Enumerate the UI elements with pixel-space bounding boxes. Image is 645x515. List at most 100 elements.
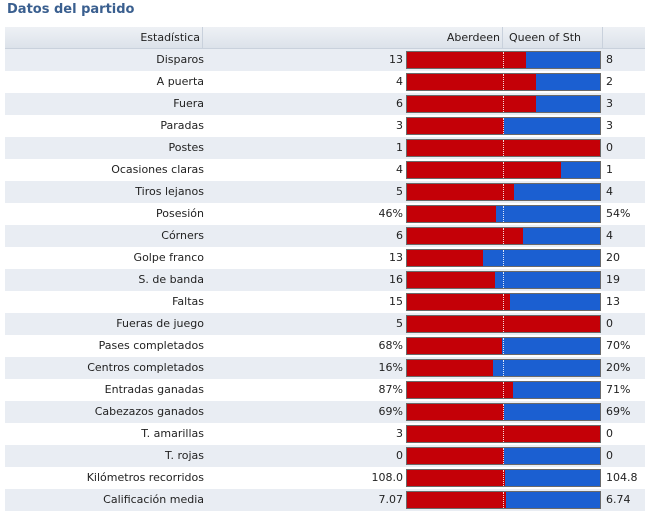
home-share-fill — [407, 184, 515, 200]
match-stats-table: Estadística Aberdeen Queen of Sth Dispar… — [5, 27, 645, 511]
stat-label: Posesión — [156, 207, 204, 220]
home-share-fill — [407, 118, 504, 134]
home-share-fill — [407, 272, 496, 288]
home-value: 4 — [396, 75, 403, 88]
comparison-bar — [406, 161, 601, 179]
away-value: 20% — [606, 361, 631, 374]
home-share-fill — [407, 448, 504, 464]
home-value: 5 — [396, 185, 403, 198]
midpoint-marker — [503, 338, 504, 354]
comparison-bar — [406, 381, 601, 399]
home-share-fill — [407, 206, 496, 222]
home-value: 7.07 — [378, 493, 404, 506]
home-value: 6 — [396, 229, 403, 242]
comparison-bar — [406, 403, 601, 421]
away-value: 0 — [606, 449, 613, 462]
table-row: T. amarillas 3 0 — [5, 423, 645, 445]
table-row: Postes 1 0 — [5, 137, 645, 159]
comparison-bar — [406, 359, 601, 377]
home-value: 3 — [396, 119, 403, 132]
midpoint-marker — [503, 382, 504, 398]
midpoint-marker — [503, 492, 504, 508]
table-row: A puerta 4 2 — [5, 71, 645, 93]
home-value: 46% — [378, 207, 403, 220]
away-value: 104.8 — [606, 471, 638, 484]
stat-label: T. amarillas — [141, 427, 204, 440]
table-row: Pases completados 68% 70% — [5, 335, 645, 357]
midpoint-marker — [503, 250, 504, 266]
home-value: 68% — [378, 339, 403, 352]
comparison-bar — [406, 491, 601, 509]
home-value: 69% — [378, 405, 403, 418]
midpoint-marker — [503, 448, 504, 464]
midpoint-marker — [503, 96, 504, 112]
home-value: 5 — [396, 317, 403, 330]
table-header: Estadística Aberdeen Queen of Sth — [5, 27, 645, 49]
stat-label: Calificación media — [103, 493, 204, 506]
table-row: Centros completados 16% 20% — [5, 357, 645, 379]
stat-label: Fueras de juego — [116, 317, 204, 330]
stat-label: Córners — [161, 229, 204, 242]
away-value: 8 — [606, 53, 613, 66]
away-value: 19 — [606, 273, 620, 286]
stat-label: Centros completados — [87, 361, 204, 374]
midpoint-marker — [503, 404, 504, 420]
comparison-bar — [406, 227, 601, 245]
away-value: 2 — [606, 75, 613, 88]
column-header-stat[interactable]: Estadística — [5, 27, 203, 48]
home-value: 3 — [396, 427, 403, 440]
midpoint-marker — [503, 118, 504, 134]
comparison-bar — [406, 447, 601, 465]
comparison-bar — [406, 117, 601, 135]
home-share-fill — [407, 360, 493, 376]
panel-title: Datos del partido — [7, 2, 135, 17]
home-value: 16 — [389, 273, 403, 286]
home-value: 16% — [378, 361, 403, 374]
table-row: Fuera 6 3 — [5, 93, 645, 115]
home-share-fill — [407, 492, 506, 508]
stat-label: Pases completados — [98, 339, 204, 352]
midpoint-marker — [503, 272, 504, 288]
home-share-fill — [407, 294, 511, 310]
midpoint-marker — [503, 470, 504, 486]
table-row: S. de banda 16 19 — [5, 269, 645, 291]
table-row: Disparos 13 8 — [5, 49, 645, 71]
table-row: Golpe franco 13 20 — [5, 247, 645, 269]
away-value: 4 — [606, 185, 613, 198]
comparison-bar — [406, 315, 601, 333]
away-value: 69% — [606, 405, 631, 418]
home-share-fill — [407, 96, 536, 112]
comparison-bar — [406, 139, 601, 157]
stat-label: Tiros lejanos — [135, 185, 204, 198]
home-share-fill — [407, 404, 504, 420]
away-value: 4 — [606, 229, 613, 242]
midpoint-marker — [503, 316, 504, 332]
column-header-away-team[interactable]: Queen of Sth — [503, 27, 603, 48]
comparison-bar — [406, 469, 601, 487]
midpoint-marker — [503, 52, 504, 68]
away-value: 70% — [606, 339, 631, 352]
table-body: Disparos 13 8 A puerta 4 2 Fuera 6 3 Paradas 3 3 Pos… — [5, 49, 645, 511]
stat-label: Golpe franco — [133, 251, 204, 264]
midpoint-marker — [503, 74, 504, 90]
away-value: 20 — [606, 251, 620, 264]
stat-label: Fuera — [173, 97, 204, 110]
comparison-bar — [406, 183, 601, 201]
home-share-fill — [407, 52, 527, 68]
home-share-fill — [407, 162, 562, 178]
table-row: Ocasiones claras 4 1 — [5, 159, 645, 181]
column-header-home-team[interactable]: Aberdeen — [405, 27, 503, 48]
comparison-bar — [406, 293, 601, 311]
stat-label: Entradas ganadas — [104, 383, 204, 396]
stat-label: T. rojas — [165, 449, 204, 462]
home-share-fill — [407, 74, 536, 90]
away-value: 71% — [606, 383, 631, 396]
stat-label: Faltas — [172, 295, 204, 308]
comparison-bar — [406, 95, 601, 113]
table-row: Cabezazos ganados 69% 69% — [5, 401, 645, 423]
home-value: 0 — [396, 449, 403, 462]
away-value: 1 — [606, 163, 613, 176]
stat-label: Ocasiones claras — [111, 163, 204, 176]
stat-label: A puerta — [156, 75, 204, 88]
comparison-bar — [406, 249, 601, 267]
